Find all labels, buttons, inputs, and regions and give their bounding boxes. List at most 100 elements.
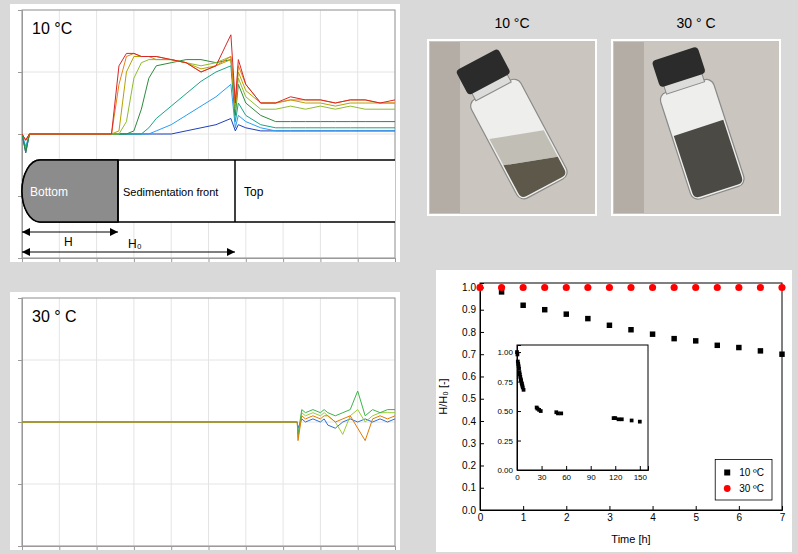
tick-mark (97, 258, 98, 262)
tick-mark (739, 506, 740, 510)
region-label: Sedimentation front (123, 186, 218, 198)
data-point (563, 284, 570, 291)
tick-label: 0.7 (462, 349, 476, 360)
data-line (22, 66, 395, 150)
data-point (559, 412, 563, 416)
data-point (477, 285, 482, 290)
y-tick: 0.75 (497, 378, 521, 387)
front-line (117, 160, 119, 222)
y-tick (18, 258, 22, 259)
x-tick (134, 258, 135, 262)
data-line (22, 84, 395, 146)
marks (22, 35, 395, 153)
tick-mark (517, 411, 521, 412)
arrow-label: H₀ (128, 237, 142, 251)
data-point (541, 284, 548, 291)
region-label: Bottom (30, 185, 68, 199)
x-tick: 1 (521, 506, 527, 523)
data-point (498, 284, 505, 291)
tick-mark (18, 298, 22, 299)
tick-mark (18, 360, 22, 361)
tick-label: 0.8 (462, 327, 476, 338)
legend-box (715, 460, 772, 501)
chart: 30 ° C (10, 292, 400, 550)
tick-label: 0.25 (497, 437, 513, 446)
background (0, 0, 798, 554)
data-line (22, 119, 395, 153)
tick-mark (480, 354, 484, 355)
tick-mark (18, 484, 22, 485)
photo-frame (428, 40, 596, 215)
x-tick (358, 258, 359, 262)
photo-label: 10 °C (494, 15, 529, 31)
x-tick: 60 (562, 466, 571, 482)
photo-label: 30 ° C (676, 15, 715, 31)
grid (22, 298, 395, 546)
y-axis-line (18, 299, 23, 547)
photo: 10 °C (428, 15, 596, 215)
data-point (735, 284, 742, 291)
tick-mark (18, 196, 22, 197)
tick-mark (18, 10, 22, 11)
grid-line-y (22, 484, 395, 485)
plot-frame (22, 10, 395, 258)
y-tick: 0.5 (462, 393, 484, 404)
plot-frame (517, 345, 648, 470)
x-tick (209, 258, 210, 262)
data-point (628, 327, 633, 332)
x-axis-line (23, 547, 396, 551)
tick-mark (18, 72, 22, 73)
arrow-h (22, 232, 118, 233)
tick-mark (18, 258, 22, 259)
data-point (556, 412, 560, 416)
top-line (234, 160, 236, 222)
x-tick: 4 (650, 506, 656, 523)
x-tick: 3 (607, 506, 613, 523)
plot-frame (22, 298, 395, 546)
x-tick (395, 546, 396, 550)
chart: 03060901201500.000.250.500.751.00 (497, 345, 648, 482)
legend: 10 ºC30 ºC (715, 460, 772, 501)
tick-label: 0.2 (462, 460, 476, 471)
x-tick: 7 (780, 506, 786, 523)
data-point (516, 353, 520, 357)
tick-label: 60 (562, 473, 571, 482)
tick-mark (480, 332, 484, 333)
tick-label: 0.9 (462, 304, 476, 315)
data-point (757, 284, 764, 291)
tick-mark (480, 376, 484, 377)
tick-mark (615, 466, 616, 470)
chart: 10 °C (10, 4, 400, 262)
data-point (607, 323, 612, 328)
panel-title: 30 ° C (32, 308, 77, 325)
vial (452, 46, 570, 201)
tick-mark (480, 399, 484, 400)
tick-label: 0.00 (497, 466, 513, 475)
data-line (22, 391, 395, 434)
y-axis: 0.000.250.500.751.00 (497, 346, 521, 476)
sediment (22, 160, 118, 222)
tick-label: 0.4 (462, 416, 476, 427)
x-tick: 6 (737, 506, 743, 523)
tick-mark (480, 488, 484, 489)
data-point (715, 343, 720, 348)
y-tick (18, 360, 22, 361)
y-axis (18, 11, 23, 259)
marks (22, 391, 395, 441)
x-tick: 30 (538, 466, 547, 482)
x-tick: 150 (634, 466, 648, 482)
data-point (517, 367, 521, 371)
vial (648, 45, 746, 201)
x-tick (395, 258, 396, 262)
tick-label: 1 (521, 512, 527, 523)
y-tick (18, 196, 22, 197)
data-point (693, 338, 698, 343)
tick-mark (171, 546, 172, 550)
tick-label: 5 (693, 512, 699, 523)
y-tick: 0.6 (462, 371, 484, 382)
data-point (638, 420, 642, 424)
legend-symbol (724, 470, 730, 476)
y-tick: 0.9 (462, 304, 484, 315)
tick-mark (59, 258, 60, 262)
y-tick (18, 546, 22, 547)
